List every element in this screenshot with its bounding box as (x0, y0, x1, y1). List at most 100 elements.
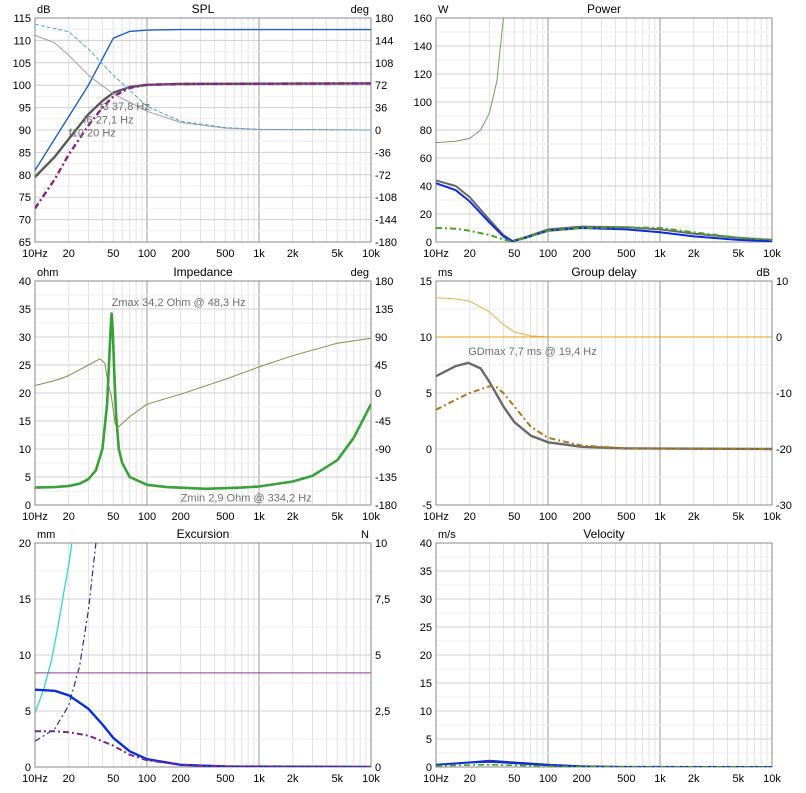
left-tick-label: 85 (19, 147, 31, 159)
x-tick-label: 2k (688, 511, 700, 523)
annotation-label: GDmax 7,7 ms @ 19,4 Hz (468, 346, 597, 358)
x-tick-label: 5k (732, 773, 744, 785)
x-tick-label: 100 (539, 511, 557, 523)
left-tick-label: 90 (19, 125, 31, 137)
x-tick-label: 50 (107, 511, 119, 523)
right-tick-label: 45 (375, 360, 387, 372)
chart-title: Group delay (571, 265, 636, 279)
series-line-2 (436, 763, 772, 767)
left-tick-label: 0 (426, 237, 432, 249)
x-tick-label: 200 (172, 248, 190, 260)
left-tick-label: 25 (420, 622, 432, 634)
chart-panel-spl: SPL dB deg 115 110 105 100 95 90 85 80 75 70 65 180 144… (13, 2, 397, 260)
x-tick-label: 2k (688, 248, 700, 260)
annotation-label: Zmin 2,9 Ohm @ 334,2 Hz (181, 493, 312, 505)
right-tick-label: 5 (375, 650, 381, 662)
left-axis-unit: ms (438, 267, 453, 279)
right-tick-label: -135 (375, 472, 397, 484)
right-tick-label: 0 (776, 332, 782, 344)
right-tick-label: 180 (375, 13, 393, 25)
series-line-1 (35, 82, 371, 178)
left-tick-label: 5 (25, 706, 31, 718)
left-tick-label: 60 (420, 153, 432, 165)
left-tick-label: 20 (19, 388, 31, 400)
x-tick-label: 200 (172, 773, 190, 785)
x-tick-label: 10Hz (22, 773, 48, 785)
left-tick-label: 5 (25, 472, 31, 484)
x-tick-label: 200 (573, 773, 591, 785)
x-tick-label: 10Hz (423, 248, 449, 260)
x-tick-label: 500 (617, 511, 635, 523)
left-tick-label: 105 (13, 58, 31, 70)
left-tick-label: 115 (13, 13, 31, 25)
left-axis-unit: ohm (37, 267, 58, 279)
x-tick-label: 2k (287, 248, 299, 260)
left-tick-label: 25 (19, 360, 31, 372)
right-tick-label: 10 (375, 538, 387, 550)
series-line-2 (436, 361, 772, 451)
series-line-2 (35, 82, 371, 210)
right-tick-label: 10 (776, 276, 788, 288)
right-tick-label: 0 (375, 762, 381, 774)
plot-frame (34, 542, 372, 768)
x-tick-label: 2k (287, 511, 299, 523)
left-tick-label: 5 (426, 388, 432, 400)
x-tick-label: 2k (688, 773, 700, 785)
x-tick-label: 20 (464, 773, 476, 785)
left-tick-label: 15 (19, 416, 31, 428)
x-tick-label: 10Hz (423, 773, 449, 785)
left-tick-label: 15 (420, 678, 432, 690)
right-tick-label: 0 (375, 388, 381, 400)
chart-title: Velocity (583, 527, 624, 541)
x-tick-label: 100 (539, 248, 557, 260)
x-tick-label: 5k (331, 511, 343, 523)
x-tick-label: 1k (654, 511, 666, 523)
right-tick-label: -30 (776, 500, 792, 512)
right-axis-unit: deg (351, 4, 369, 16)
x-tick-label: 500 (216, 511, 234, 523)
x-tick-label: 500 (617, 248, 635, 260)
left-tick-label: 40 (19, 276, 31, 288)
left-tick-label: 15 (420, 276, 432, 288)
left-tick-label: 10 (420, 332, 432, 344)
left-tick-label: 80 (19, 170, 31, 182)
x-tick-label: 1k (654, 248, 666, 260)
x-tick-label: 10Hz (22, 511, 48, 523)
left-tick-label: 140 (414, 41, 432, 53)
left-tick-label: 20 (420, 650, 432, 662)
x-tick-label: 200 (573, 511, 591, 523)
x-tick-label: 20 (464, 248, 476, 260)
right-tick-label: -108 (375, 192, 397, 204)
x-tick-label: 50 (107, 248, 119, 260)
x-tick-label: 100 (539, 773, 557, 785)
left-tick-label: 40 (420, 181, 432, 193)
right-tick-label: -45 (375, 416, 391, 428)
x-tick-label: 10k (763, 248, 781, 260)
x-tick-label: 5k (732, 511, 744, 523)
left-tick-label: 0 (25, 500, 31, 512)
x-tick-label: 100 (138, 248, 156, 260)
x-tick-label: 10k (763, 511, 781, 523)
x-tick-label: 1k (253, 773, 265, 785)
right-axis-unit: N (361, 529, 369, 541)
series-line-1 (436, 179, 772, 242)
right-axis-unit: deg (351, 267, 369, 279)
left-tick-label: 10 (19, 444, 31, 456)
x-tick-label: 500 (216, 248, 234, 260)
x-tick-label: 1k (253, 248, 265, 260)
right-tick-label: -180 (375, 500, 397, 512)
x-tick-label: 5k (732, 248, 744, 260)
left-tick-label: 30 (19, 332, 31, 344)
chart-title: Impedance (173, 265, 233, 279)
x-tick-label: 20 (63, 248, 75, 260)
left-tick-label: 30 (420, 594, 432, 606)
x-tick-label: 500 (617, 773, 635, 785)
right-tick-label: 36 (375, 103, 387, 115)
x-tick-label: 100 (138, 773, 156, 785)
series-line-1 (35, 312, 371, 491)
left-tick-label: 5 (426, 734, 432, 746)
